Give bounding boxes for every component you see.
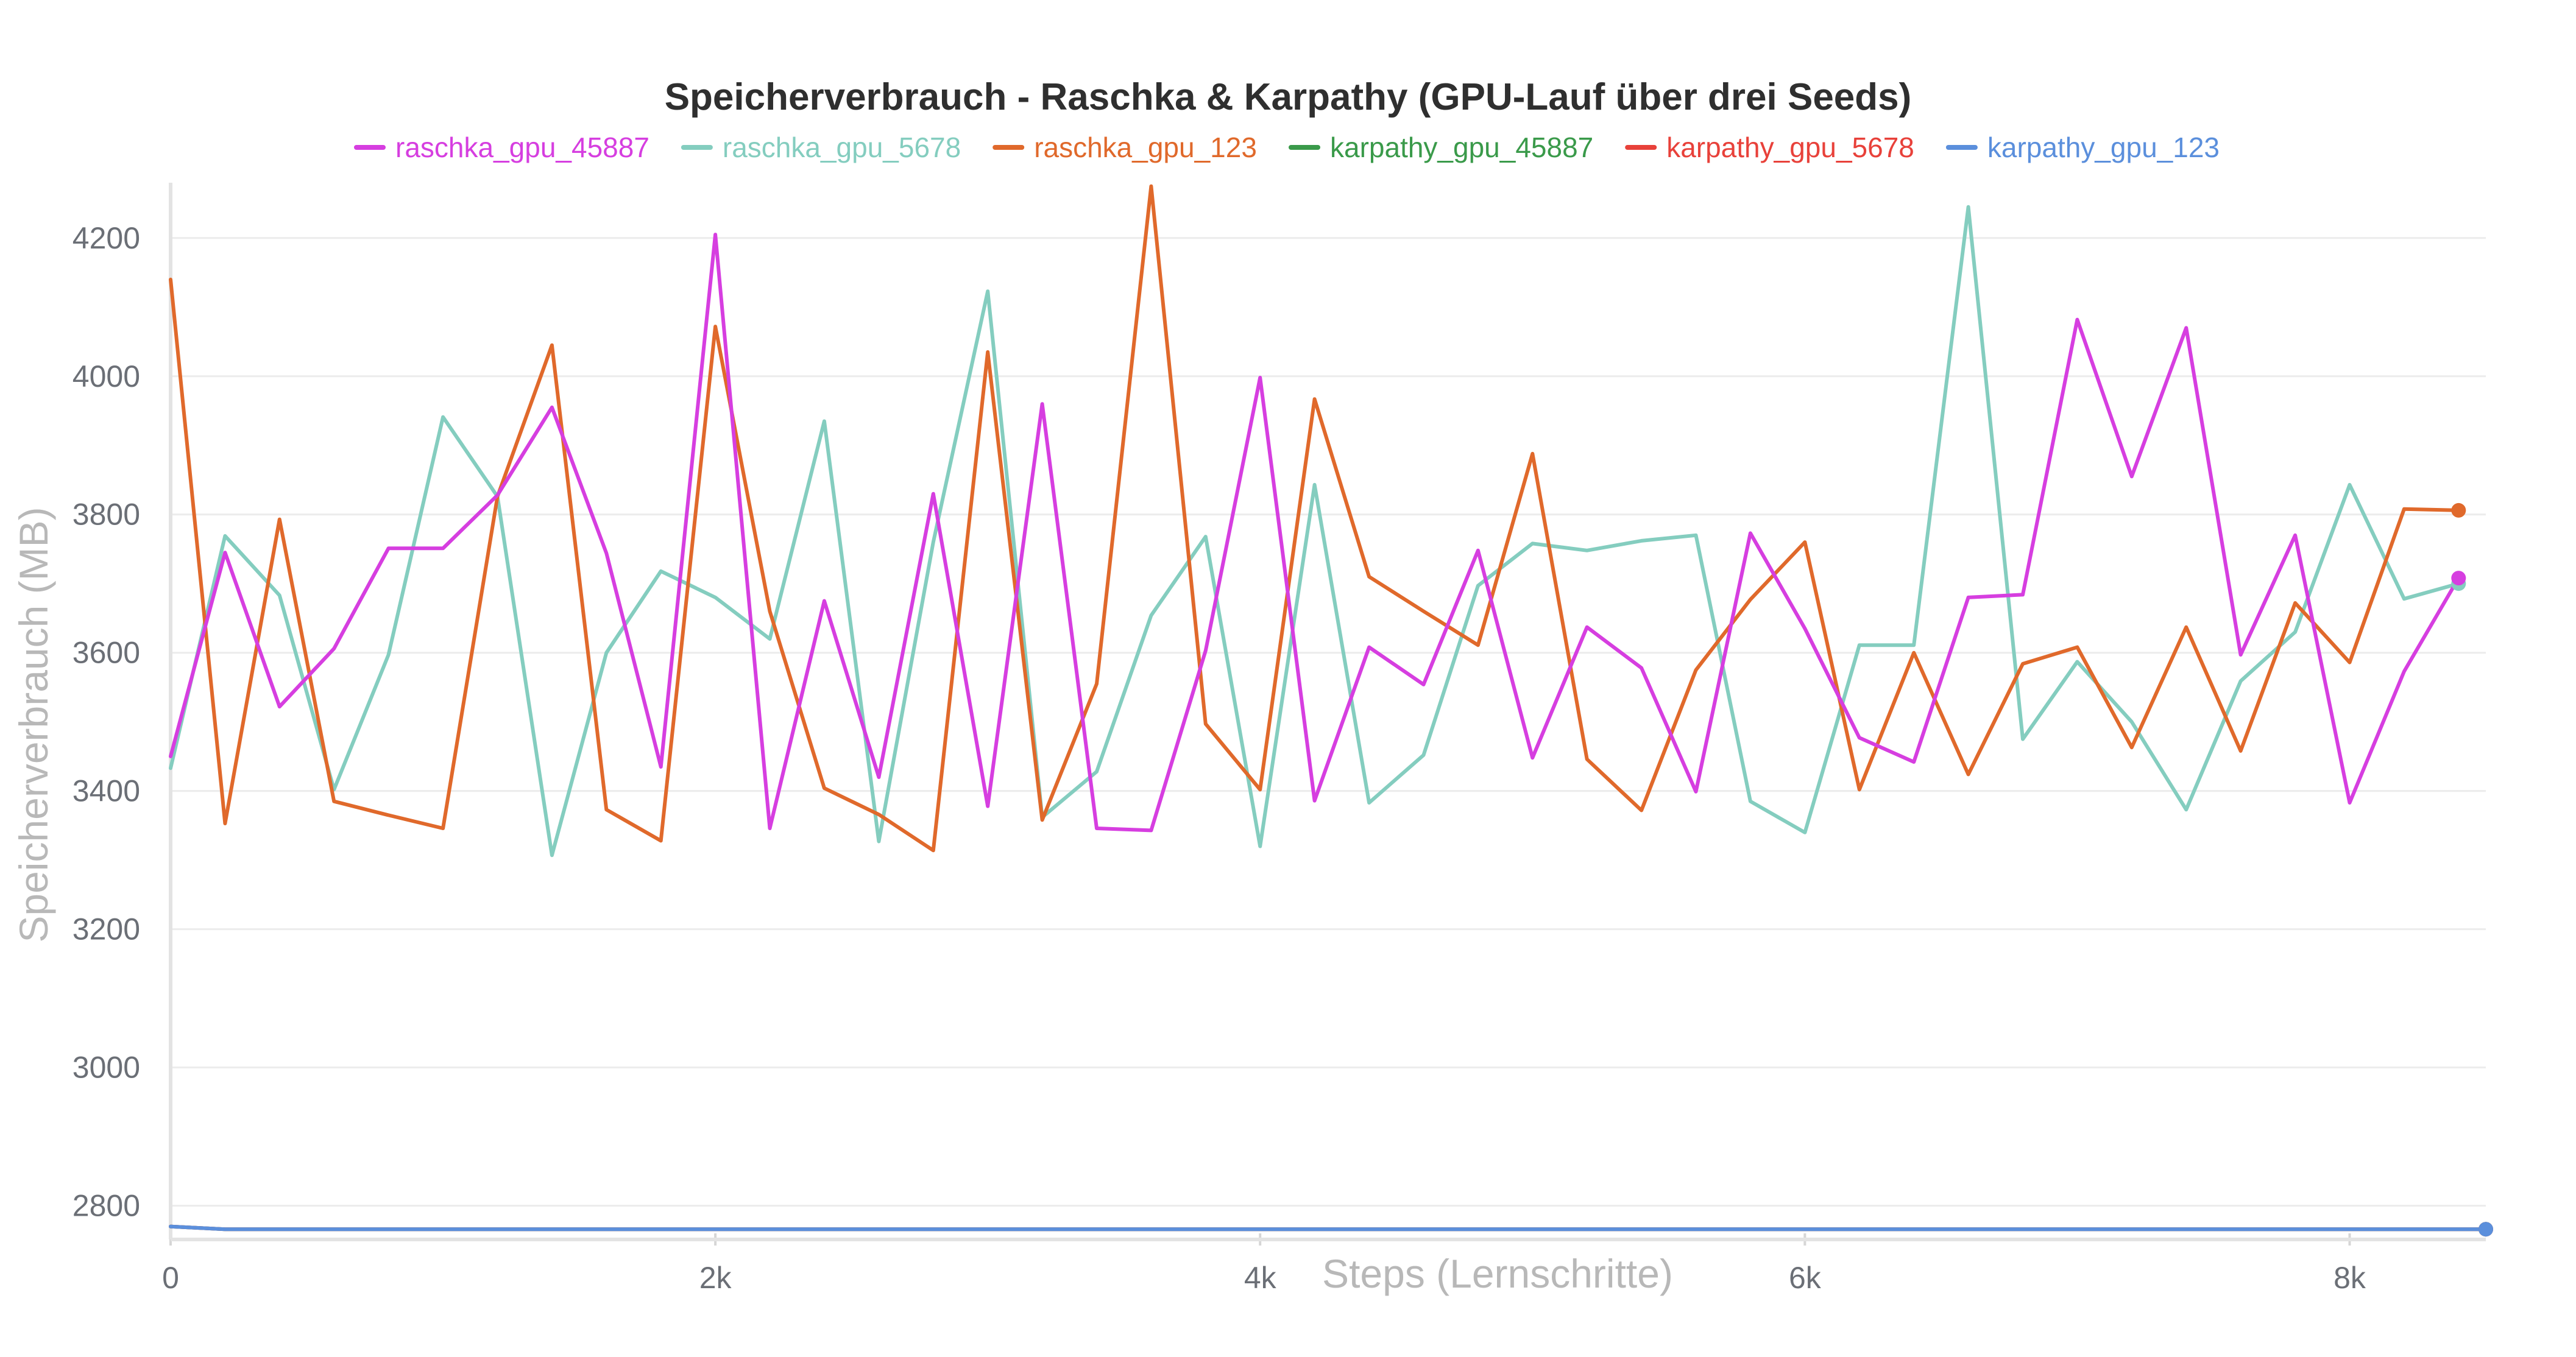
x-tick-label: 6k xyxy=(1789,1261,1822,1295)
legend-label: karpathy_gpu_5678 xyxy=(1666,132,1914,163)
legend-label: raschka_gpu_123 xyxy=(1034,132,1257,163)
y-tick-label: 3000 xyxy=(73,1051,140,1085)
series-line-karpathy_gpu_123 xyxy=(169,1224,2488,1232)
legend-item-raschka_gpu_45887[interactable]: raschka_gpu_45887 xyxy=(354,132,649,163)
legend-label: karpathy_gpu_123 xyxy=(1987,132,2220,163)
chart-title: Speicherverbrauch - Raschka & Karpathy (… xyxy=(665,76,1912,118)
tick-labels: 2800 3000 3200 3400 3600 3800 4000 4200 0 2k 4k 6k 8… xyxy=(73,221,2366,1295)
x-tick-label: 2k xyxy=(699,1261,732,1295)
y-tick-label: 3200 xyxy=(73,912,140,946)
series-end-marker-karpathy_gpu_123 xyxy=(2479,1222,2493,1237)
x-axis-label: Steps (Lernschritte) xyxy=(1322,1251,1673,1296)
series-line-raschka_gpu_45887 xyxy=(169,233,2461,833)
series-line-raschka_gpu_123 xyxy=(169,184,2461,853)
series-lines xyxy=(169,184,2488,1232)
y-tick-label: 3400 xyxy=(73,774,140,808)
y-axis-label: Speicherverbrauch (MB) xyxy=(11,507,56,942)
legend: raschka_gpu_45887 raschka_gpu_5678 raschka… xyxy=(354,132,2220,163)
y-tick-label: 2800 xyxy=(73,1189,140,1223)
y-tick-label: 4200 xyxy=(73,221,140,255)
legend-label: karpathy_gpu_45887 xyxy=(1330,132,1593,163)
series-end-markers xyxy=(2451,502,2493,1237)
axes xyxy=(169,183,2486,1241)
legend-item-raschka_gpu_123[interactable]: raschka_gpu_123 xyxy=(993,132,1257,163)
x-tick-label: 4k xyxy=(1244,1261,1277,1295)
y-tick-label: 3800 xyxy=(73,498,140,532)
legend-item-karpathy_gpu_45887[interactable]: karpathy_gpu_45887 xyxy=(1289,132,1593,163)
x-tick-label: 8k xyxy=(2334,1261,2366,1295)
series-end-marker-raschka_gpu_123 xyxy=(2451,502,2466,518)
legend-item-karpathy_gpu_5678[interactable]: karpathy_gpu_5678 xyxy=(1625,132,1914,163)
series-line-raschka_gpu_5678 xyxy=(169,205,2461,858)
series-end-marker-raschka_gpu_45887 xyxy=(2451,571,2466,586)
gridlines xyxy=(169,237,2486,1246)
x-tick-label: 0 xyxy=(162,1261,179,1295)
legend-label: raschka_gpu_5678 xyxy=(723,132,961,163)
legend-item-karpathy_gpu_123[interactable]: karpathy_gpu_123 xyxy=(1945,132,2220,163)
legend-item-raschka_gpu_5678[interactable]: raschka_gpu_5678 xyxy=(681,132,961,163)
y-tick-label: 3600 xyxy=(73,636,140,670)
y-tick-label: 4000 xyxy=(73,359,140,393)
legend-label: raschka_gpu_45887 xyxy=(395,132,649,163)
